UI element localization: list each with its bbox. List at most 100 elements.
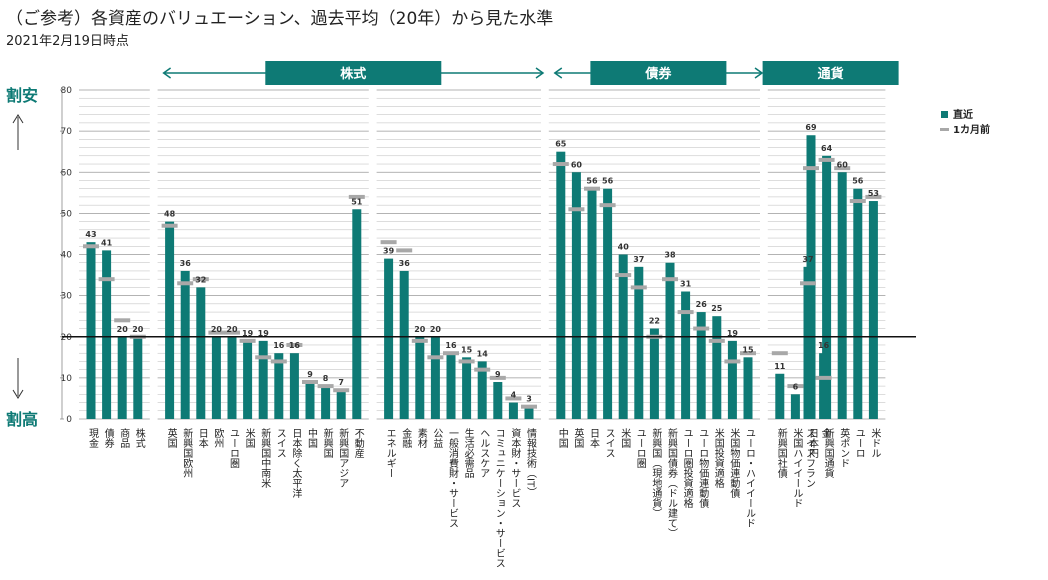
bar-current[interactable] <box>211 336 221 419</box>
marker-previous[interactable] <box>630 285 647 290</box>
bar-current[interactable] <box>819 353 829 419</box>
bar-current[interactable] <box>117 336 127 419</box>
marker-previous[interactable] <box>302 379 318 384</box>
bar-current[interactable] <box>571 172 581 419</box>
bar-current[interactable] <box>508 402 518 419</box>
bar-current[interactable] <box>696 312 706 419</box>
marker-previous[interactable] <box>443 351 459 356</box>
marker-previous[interactable] <box>552 162 569 167</box>
bar-current[interactable] <box>446 353 456 419</box>
bar-current[interactable] <box>133 336 143 419</box>
marker-previous[interactable] <box>396 248 413 253</box>
bar-current[interactable] <box>477 361 487 419</box>
marker-previous[interactable] <box>615 273 632 278</box>
bar-current[interactable] <box>775 373 785 419</box>
marker-previous[interactable] <box>161 223 178 228</box>
marker-previous[interactable] <box>662 277 678 282</box>
bar-current[interactable] <box>289 353 299 419</box>
marker-previous[interactable] <box>83 244 99 249</box>
marker-previous[interactable] <box>192 277 209 282</box>
marker-previous[interactable] <box>270 359 287 364</box>
bar-current[interactable] <box>352 209 362 419</box>
bar-current[interactable] <box>274 353 284 419</box>
bar-current[interactable] <box>649 328 659 419</box>
bar-current[interactable] <box>180 270 190 419</box>
bar-current[interactable] <box>243 340 253 419</box>
marker-previous[interactable] <box>771 351 788 356</box>
bar-current[interactable] <box>462 357 472 419</box>
bar-current[interactable] <box>868 201 878 419</box>
bar-current[interactable] <box>837 172 847 419</box>
marker-previous[interactable] <box>348 194 365 199</box>
marker-previous[interactable] <box>818 157 835 162</box>
marker-previous[interactable] <box>803 166 819 171</box>
marker-previous[interactable] <box>599 203 616 208</box>
marker-previous[interactable] <box>411 338 428 343</box>
bar-current[interactable] <box>415 336 425 419</box>
marker-previous[interactable] <box>787 384 804 389</box>
bar-current[interactable] <box>665 262 675 419</box>
bar-current[interactable] <box>430 336 440 419</box>
bar-current[interactable] <box>803 266 813 419</box>
data-label: 25 <box>711 304 723 313</box>
marker-previous[interactable] <box>521 404 537 409</box>
bar-current[interactable] <box>587 188 597 419</box>
bar-current[interactable] <box>305 381 315 419</box>
bar-current[interactable] <box>853 188 863 419</box>
bar-current[interactable] <box>822 155 832 420</box>
marker-previous[interactable] <box>380 240 397 245</box>
bar-current[interactable] <box>227 336 237 419</box>
marker-previous[interactable] <box>708 338 725 343</box>
marker-previous[interactable] <box>458 359 475 364</box>
marker-previous[interactable] <box>568 207 585 212</box>
cheap-label: 割安 <box>6 86 38 105</box>
marker-previous[interactable] <box>333 388 350 393</box>
marker-previous[interactable] <box>427 355 444 360</box>
band-arrow-left-icon <box>162 67 172 79</box>
bar-current[interactable] <box>384 258 394 419</box>
marker-previous[interactable] <box>584 186 600 191</box>
marker-previous[interactable] <box>317 384 334 389</box>
marker-previous[interactable] <box>693 326 710 331</box>
marker-previous[interactable] <box>489 375 506 380</box>
bar-current[interactable] <box>165 221 175 419</box>
bar-current[interactable] <box>634 266 644 419</box>
marker-previous[interactable] <box>800 281 816 286</box>
marker-previous[interactable] <box>255 355 272 360</box>
bar-current[interactable] <box>86 242 96 419</box>
bar-current[interactable] <box>399 270 409 419</box>
marker-previous[interactable] <box>740 351 756 356</box>
bar-current[interactable] <box>603 188 613 419</box>
bar-current[interactable] <box>790 394 800 419</box>
marker-previous[interactable] <box>724 359 741 364</box>
marker-previous[interactable] <box>865 194 882 199</box>
marker-previous[interactable] <box>224 330 240 335</box>
bar-current[interactable] <box>493 381 503 419</box>
marker-previous[interactable] <box>474 367 491 372</box>
bar-current[interactable] <box>336 390 346 419</box>
bar-current[interactable] <box>743 357 753 419</box>
bar-current[interactable] <box>681 291 691 419</box>
bar-current[interactable] <box>102 250 112 419</box>
bar-current[interactable] <box>321 386 331 419</box>
marker-previous[interactable] <box>114 318 131 323</box>
bar-current[interactable] <box>524 406 534 419</box>
page-subtitle: 2021年2月19日時点 <box>6 34 129 49</box>
marker-previous[interactable] <box>677 310 694 315</box>
bar-current[interactable] <box>258 340 268 419</box>
bar-current[interactable] <box>196 287 206 419</box>
marker-previous[interactable] <box>98 277 115 282</box>
marker-previous[interactable] <box>815 375 832 380</box>
marker-previous[interactable] <box>849 199 866 204</box>
category-label: 日本 <box>196 428 208 449</box>
marker-previous[interactable] <box>239 338 256 343</box>
y-tick-label: 60 <box>61 168 73 178</box>
marker-previous[interactable] <box>834 166 851 171</box>
marker-previous[interactable] <box>286 342 303 347</box>
bar-current[interactable] <box>727 340 737 419</box>
marker-previous[interactable] <box>505 396 522 401</box>
bar-current[interactable] <box>556 151 566 419</box>
marker-previous[interactable] <box>208 330 225 335</box>
bar-current[interactable] <box>712 316 722 419</box>
marker-previous[interactable] <box>177 281 194 286</box>
